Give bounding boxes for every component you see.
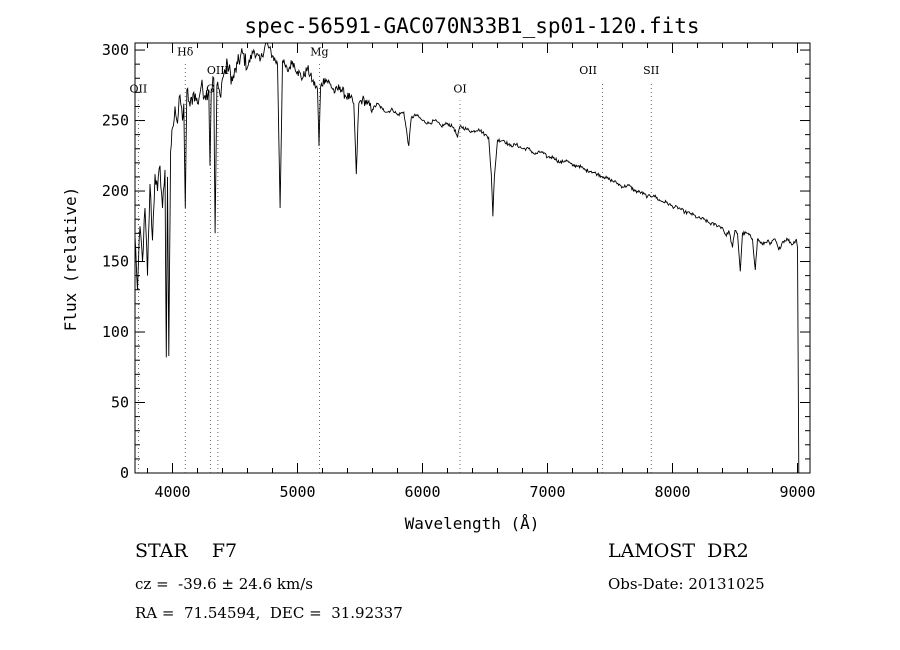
spectral-line-label: OI: [453, 82, 466, 95]
spectrum-series-0: [134, 42, 800, 474]
spectral-line-label: OII: [130, 82, 148, 95]
y-tick-label: 200: [102, 182, 129, 200]
spectral-line-label: OII: [579, 64, 597, 77]
y-tick-label: 300: [102, 41, 129, 59]
object-class: STAR F7: [135, 540, 238, 562]
x-tick-label: 7000: [529, 483, 565, 501]
chart-title: spec-56591-GAC070N33B1_sp01-120.fits: [244, 14, 699, 38]
y-tick-label: 150: [102, 253, 129, 271]
y-tick-label: 100: [102, 323, 129, 341]
x-axis-label: Wavelength (Å): [405, 514, 540, 533]
y-axis-label: Flux (relative): [61, 187, 80, 332]
x-tick-label: 6000: [404, 483, 440, 501]
x-tick-label: 9000: [779, 483, 815, 501]
y-tick-label: 0: [120, 464, 129, 482]
spectral-line-label: G: [206, 82, 215, 95]
y-tick-label: 250: [102, 112, 129, 130]
y-tick-label: 50: [111, 394, 129, 412]
redshift-cz: cz = -39.6 ± 24.6 km/s: [135, 575, 313, 593]
spectral-line-label: OIII: [207, 64, 229, 77]
plot-area: 4000 5000 6000 7000 8000 9000 0 50 100 150 200 250 3…: [102, 41, 816, 501]
obs-date: Obs-Date: 20131025: [608, 575, 765, 593]
coordinates: RA = 71.54594, DEC = 31.92337: [135, 604, 403, 622]
spectral-line-label: Hδ: [177, 46, 194, 59]
x-tick-label: 8000: [654, 483, 690, 501]
x-tick-label: 5000: [279, 483, 315, 501]
spectral-line-label: Mg: [310, 46, 328, 59]
plot-frame: [134, 42, 811, 474]
x-tick-label: 4000: [154, 483, 190, 501]
survey-name: LAMOST DR2: [608, 540, 749, 562]
spectral-line-label: SII: [643, 64, 659, 77]
